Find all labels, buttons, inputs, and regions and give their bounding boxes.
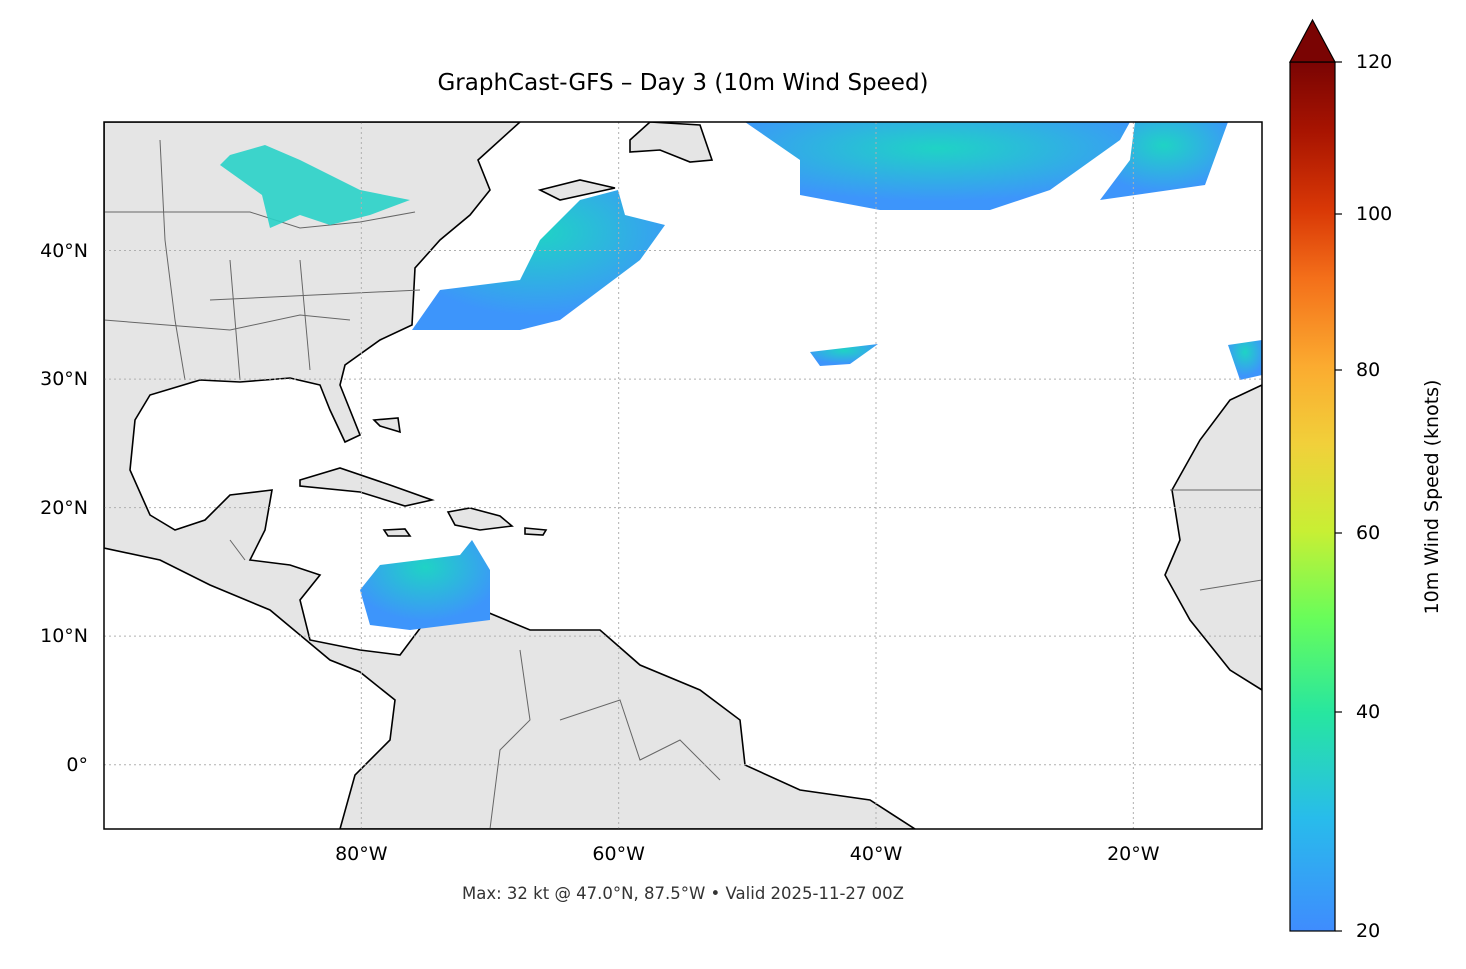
cuba bbox=[299, 467, 435, 507]
lat-tick-label: 30°N bbox=[40, 368, 88, 391]
wind-patch-great-lakes bbox=[220, 145, 410, 228]
colorbar-tick-label: 20 bbox=[1356, 920, 1381, 942]
wind-patch-northeast-atlantic bbox=[1100, 122, 1228, 200]
colorbar-gradient bbox=[1289, 61, 1336, 932]
nova-scotia bbox=[537, 179, 616, 201]
colorbar-label: 10m Wind Speed (knots) bbox=[1421, 379, 1443, 615]
colorbar-extend-triangle bbox=[1288, 18, 1337, 63]
footer-max-valid: Max: 32 kt @ 47.0°N, 87.5°W • Valid 2025… bbox=[462, 884, 904, 903]
lon-tick-label: 20°W bbox=[1107, 843, 1160, 865]
wind-patch-caribbean bbox=[360, 540, 490, 630]
map-frame bbox=[103, 121, 1263, 830]
americas-landmass bbox=[104, 122, 917, 829]
wind-patch-central-atlantic bbox=[810, 344, 878, 366]
colorbar-tick-label: 40 bbox=[1356, 701, 1381, 723]
gridlines bbox=[104, 122, 1262, 829]
lat-tick-label: 0° bbox=[66, 753, 88, 776]
colorbar-tick-label: 100 bbox=[1356, 203, 1393, 225]
land bbox=[104, 122, 1262, 829]
lat-tick-label: 20°N bbox=[40, 496, 88, 519]
wind-patch-canaries bbox=[1228, 340, 1262, 380]
bahamas bbox=[372, 417, 401, 434]
colorbar-tick-label: 80 bbox=[1356, 359, 1381, 381]
colorbar-tick-label: 60 bbox=[1356, 522, 1381, 544]
puerto-rico bbox=[524, 527, 548, 536]
lon-tick-label: 80°W bbox=[335, 843, 388, 865]
wind-speed-field bbox=[220, 122, 1262, 630]
lat-tick-label: 10°N bbox=[40, 625, 88, 648]
country-borders bbox=[104, 139, 1262, 829]
wind-patch-north-atlantic bbox=[745, 122, 1130, 210]
colorbar bbox=[1288, 18, 1342, 932]
chart-title: GraphCast-GFS – Day 3 (10m Wind Speed) bbox=[437, 70, 929, 96]
lon-tick-label: 40°W bbox=[849, 843, 903, 865]
lon-tick-label: 60°W bbox=[592, 843, 645, 865]
africa bbox=[1164, 384, 1262, 691]
jamaica bbox=[382, 528, 412, 537]
lat-tick-label: 40°N bbox=[40, 239, 88, 262]
wind-patch-gulf-stream bbox=[412, 190, 665, 330]
colorbar-tick-label: 120 bbox=[1356, 51, 1393, 73]
